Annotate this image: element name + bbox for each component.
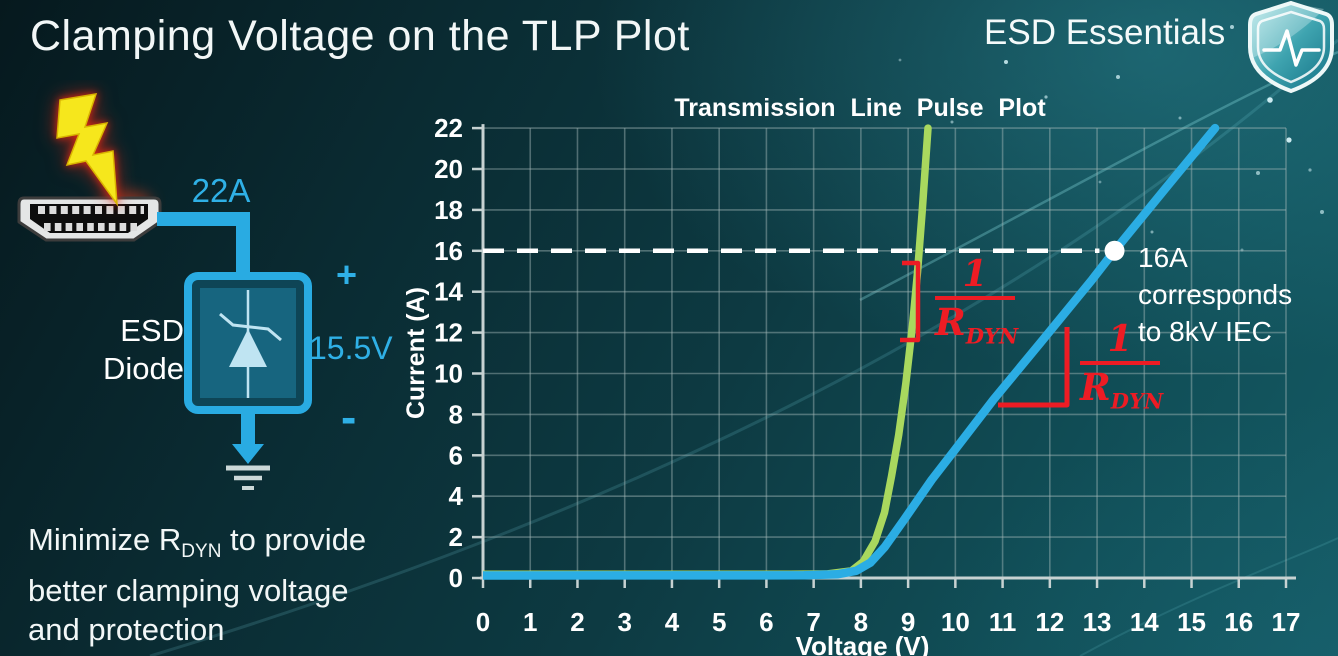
footer-line1-pre: Minimize R — [28, 522, 182, 557]
rdyn-subscript: DYN — [1110, 388, 1164, 414]
x-tick-label: 11 — [989, 607, 1017, 637]
x-tick-label: 5 — [712, 607, 726, 637]
ground-icon — [226, 465, 270, 490]
x-tick-label: 7 — [806, 607, 820, 637]
surge-wire — [157, 212, 250, 276]
x-tick-label: 14 — [1130, 607, 1159, 637]
marker-annotation-line1: 16A corresponds — [1138, 242, 1293, 310]
slope-denominator: RDYN — [935, 300, 1019, 356]
x-tick-label: 3 — [617, 607, 631, 637]
x-tick-label: 1 — [523, 607, 537, 637]
device-label-line1: ESD — [120, 313, 184, 348]
x-tick-label: 16 — [1224, 607, 1253, 637]
x-axis-title: Voltage (V) — [796, 631, 930, 656]
tlp-chart: 0 1 2 3 4 5 6 7 8 9 10 11 12 13 14 15 16 1702468101214161… — [402, 95, 1301, 656]
device-label-line2: Diode — [103, 351, 184, 386]
polarity-plus-label: + — [336, 254, 358, 295]
y-tick-label: 18 — [434, 195, 463, 225]
y-tick-label: 16 — [434, 236, 463, 266]
ground-arrow — [232, 444, 264, 464]
rdyn-symbol: R — [935, 300, 966, 344]
x-tick-label: 4 — [665, 607, 680, 637]
footer-note: Minimize RDYN to provide better clamping… — [28, 520, 366, 649]
x-tick-label: 6 — [759, 607, 773, 637]
tvs-diode-symbol — [219, 290, 282, 398]
page-title: Clamping Voltage on the TLP Plot — [30, 12, 690, 60]
y-tick-label: 4 — [449, 481, 464, 511]
y-tick-label: 14 — [434, 277, 463, 307]
slope-numerator: 1 — [962, 253, 988, 295]
slope-label-blue: 1 RDYN — [1080, 318, 1164, 421]
slope-label-green: 1 RDYN — [935, 253, 1019, 356]
x-tick-label: 0 — [476, 607, 490, 637]
rdyn-symbol: R — [1080, 365, 1111, 409]
series-high_rdyn_diode_blue — [483, 123, 1220, 580]
marker-dot — [1104, 240, 1125, 261]
footer-line1-post: to provide — [221, 522, 367, 557]
slope-denominator: RDYN — [1080, 365, 1164, 421]
y-tick-label: 20 — [434, 154, 463, 184]
slope-numerator: 1 — [1107, 318, 1133, 360]
marker-annotation-line2: to 8kV IEC — [1138, 316, 1272, 347]
y-tick-label: 22 — [434, 113, 463, 143]
polarity-minus-label: - — [341, 391, 357, 443]
chart-title: Transmission Line Pulse Plot — [674, 95, 1046, 122]
footer-line1-sub: DYN — [181, 541, 222, 563]
footer-line2: better clamping voltage — [28, 573, 349, 609]
y-tick-label: 12 — [434, 318, 463, 348]
marker-annotation: 16A corresponds to 8kV IEC — [1138, 239, 1338, 350]
esd-circuit-diagram — [17, 93, 312, 490]
y-tick-label: 2 — [449, 522, 463, 552]
fraction-bar — [935, 296, 1015, 300]
x-tick-label: 9 — [901, 607, 915, 637]
sparkle-dots — [898, 25, 1324, 252]
x-tick-label: 8 — [854, 607, 868, 637]
y-tick-label: 8 — [449, 399, 463, 429]
slope-bracket-green — [900, 260, 921, 343]
device-label: ESD Diode — [96, 312, 184, 388]
clamp-voltage-label: 15.5V — [309, 330, 393, 366]
surge-current-label: 22A — [191, 172, 251, 209]
brand-name: ESD Essentials — [984, 13, 1226, 52]
swoosh-curve-3 — [1079, 537, 1338, 656]
y-tick-label: 10 — [434, 359, 463, 389]
y-tick-label: 0 — [449, 563, 463, 593]
x-tick-label: 10 — [941, 607, 970, 637]
x-tick-label: 2 — [570, 607, 584, 637]
rdyn-subscript: DYN — [965, 323, 1019, 349]
slope-triangle-blue — [998, 327, 1070, 408]
lightning-bolt-icon — [56, 93, 118, 207]
x-tick-label: 15 — [1177, 607, 1206, 637]
x-tick-label: 13 — [1083, 607, 1112, 637]
y-axis-title: Current (A) — [402, 287, 430, 419]
hdmi-connector-icon — [17, 196, 162, 242]
fraction-bar — [1080, 361, 1160, 365]
footer-line3: and protection — [28, 612, 225, 648]
x-tick-label: 17 — [1272, 607, 1301, 637]
y-tick-label: 6 — [449, 440, 463, 470]
x-tick-label: 12 — [1035, 607, 1064, 637]
shield-pulse-icon — [1248, 0, 1334, 94]
esd-diode-package — [184, 272, 312, 414]
